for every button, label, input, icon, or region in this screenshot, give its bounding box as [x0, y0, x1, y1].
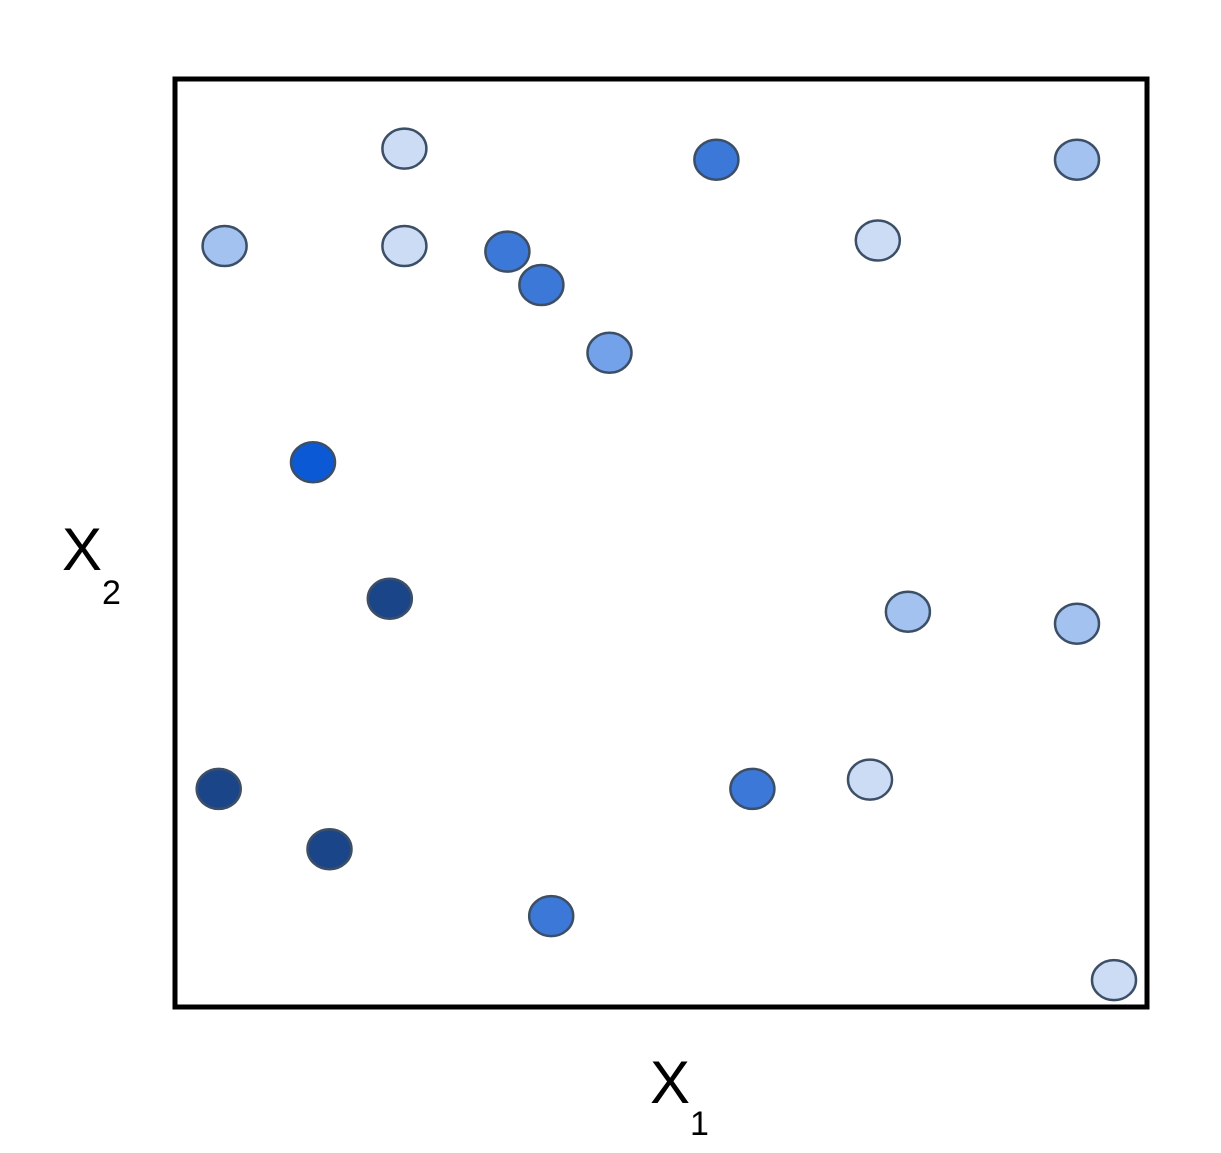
x-axis-label-sub: 1: [690, 1105, 709, 1143]
data-point-14: [195, 767, 242, 811]
y-axis-label-main: X: [62, 516, 102, 583]
data-point-6: [484, 230, 531, 273]
data-point-18: [527, 894, 575, 938]
data-point-13: [1053, 602, 1101, 645]
data-point-1: [381, 127, 428, 170]
data-point-9: [854, 219, 902, 262]
data-point-19: [1090, 958, 1138, 1002]
data-point-11: [366, 577, 414, 620]
x-axis-label-main: X: [650, 1049, 690, 1116]
data-point-5: [381, 224, 428, 268]
data-point-17: [846, 758, 894, 801]
data-point-16: [729, 767, 776, 811]
data-point-3: [1053, 138, 1101, 181]
y-axis-label-sub: 2: [102, 574, 121, 612]
points-layer: [195, 127, 1138, 1002]
data-point-8: [586, 331, 633, 375]
data-point-7: [518, 263, 565, 307]
x-axis-label: X1: [650, 1049, 709, 1143]
data-point-10: [289, 441, 337, 484]
data-point-4: [201, 224, 248, 268]
plot-frame: [172, 76, 1150, 1010]
y-axis-label: X2: [62, 516, 121, 612]
data-point-2: [693, 138, 740, 181]
data-point-12: [884, 590, 932, 633]
data-point-15: [306, 827, 353, 871]
